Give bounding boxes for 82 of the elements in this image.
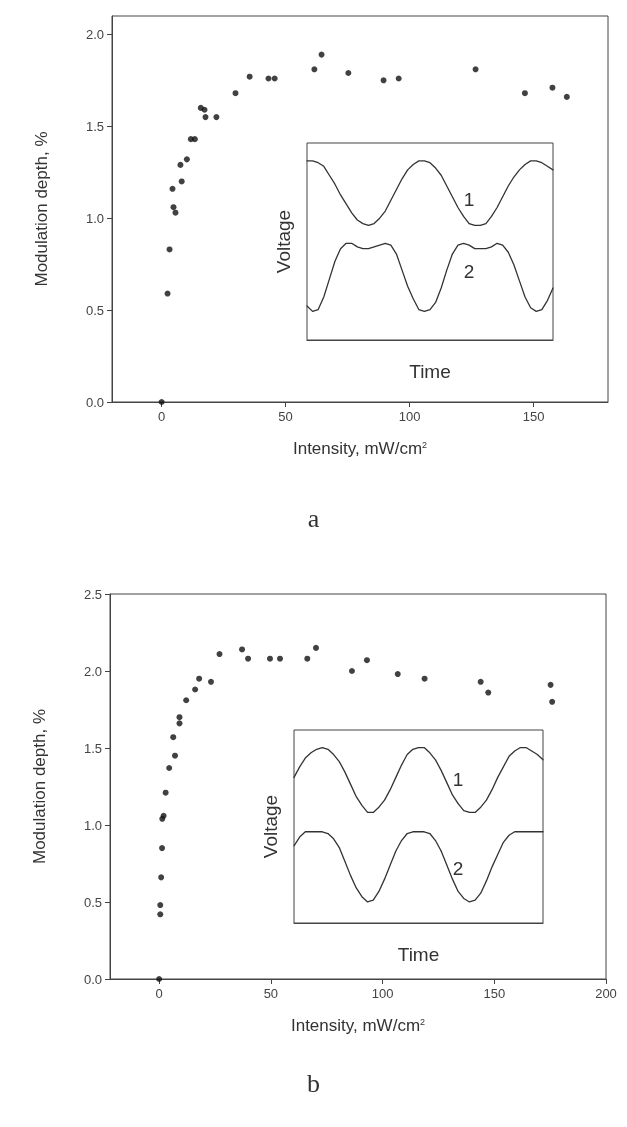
point [239,646,246,653]
y-tick-label: 0.5 [83,894,102,910]
point [183,697,190,704]
y-axis-title: Voltage [260,794,281,859]
point [266,655,273,662]
point [304,655,311,662]
point [363,657,370,664]
y-tick-label: 2.0 [85,26,104,42]
point [245,655,252,662]
point [246,73,253,80]
point [169,185,176,192]
point [183,156,190,163]
point [547,681,554,688]
point [472,66,479,73]
point [265,75,272,82]
y-axis-title: Modulation depth, % [30,709,49,864]
x-tick-label: 50 [278,409,293,424]
point [345,69,352,76]
text: b [307,1068,320,1098]
point [277,655,284,662]
y-tick-label: 0.0 [85,394,104,410]
point [485,689,492,696]
y-tick-label: 0.0 [83,971,102,987]
y-tick-label: 2.0 [83,663,102,679]
x-tick-label: 50 [263,986,279,1001]
point [162,789,169,796]
point [549,84,556,91]
point [177,161,184,168]
point [157,902,164,909]
x-tick-label: 100 [371,986,394,1001]
text: a [307,503,320,533]
point [178,178,185,185]
x-tick-label: 200 [595,986,617,1001]
point [191,136,198,143]
point [521,90,528,97]
y-axis-title: Voltage [273,209,294,274]
point [232,90,239,97]
point [170,734,177,741]
point [201,106,208,113]
point [164,290,171,297]
series-label: 2 [452,857,464,879]
x-tick-label: 0 [155,986,163,1001]
y-tick-label: 1.0 [85,210,104,226]
x-tick-label: 0 [157,409,166,424]
point [563,93,570,100]
point [166,765,173,772]
series-label: 2 [463,260,475,282]
point [157,911,164,918]
y-tick-label: 1.5 [83,740,102,756]
point [348,668,355,674]
point [192,686,199,693]
y-axis-title: Modulation depth, % [32,131,51,287]
point [170,204,177,211]
point [421,675,428,682]
x-axis-title: Time [409,361,451,382]
point [196,675,203,682]
point [176,714,183,721]
point [159,845,166,852]
point [394,671,401,678]
point [477,678,484,685]
point [166,246,173,253]
point [380,77,387,84]
x-tick-label: 150 [522,409,545,424]
point [207,678,214,685]
point [202,114,209,121]
y-tick-label: 2.5 [83,586,102,602]
point [549,698,556,705]
point [213,114,220,121]
point [313,644,319,651]
x-tick-label: 150 [483,986,506,1001]
series-label: 1 [463,189,475,211]
x-tick-label: 100 [398,409,421,424]
point [318,51,325,58]
point [172,752,179,759]
point [158,874,165,881]
y-tick-label: 0.5 [85,302,104,318]
point [311,66,318,73]
point [216,651,223,658]
y-tick-label: 1.5 [85,118,104,134]
series-label: 1 [452,769,464,791]
y-tick-label: 1.0 [83,817,102,833]
x-axis-title: Time [397,944,440,965]
